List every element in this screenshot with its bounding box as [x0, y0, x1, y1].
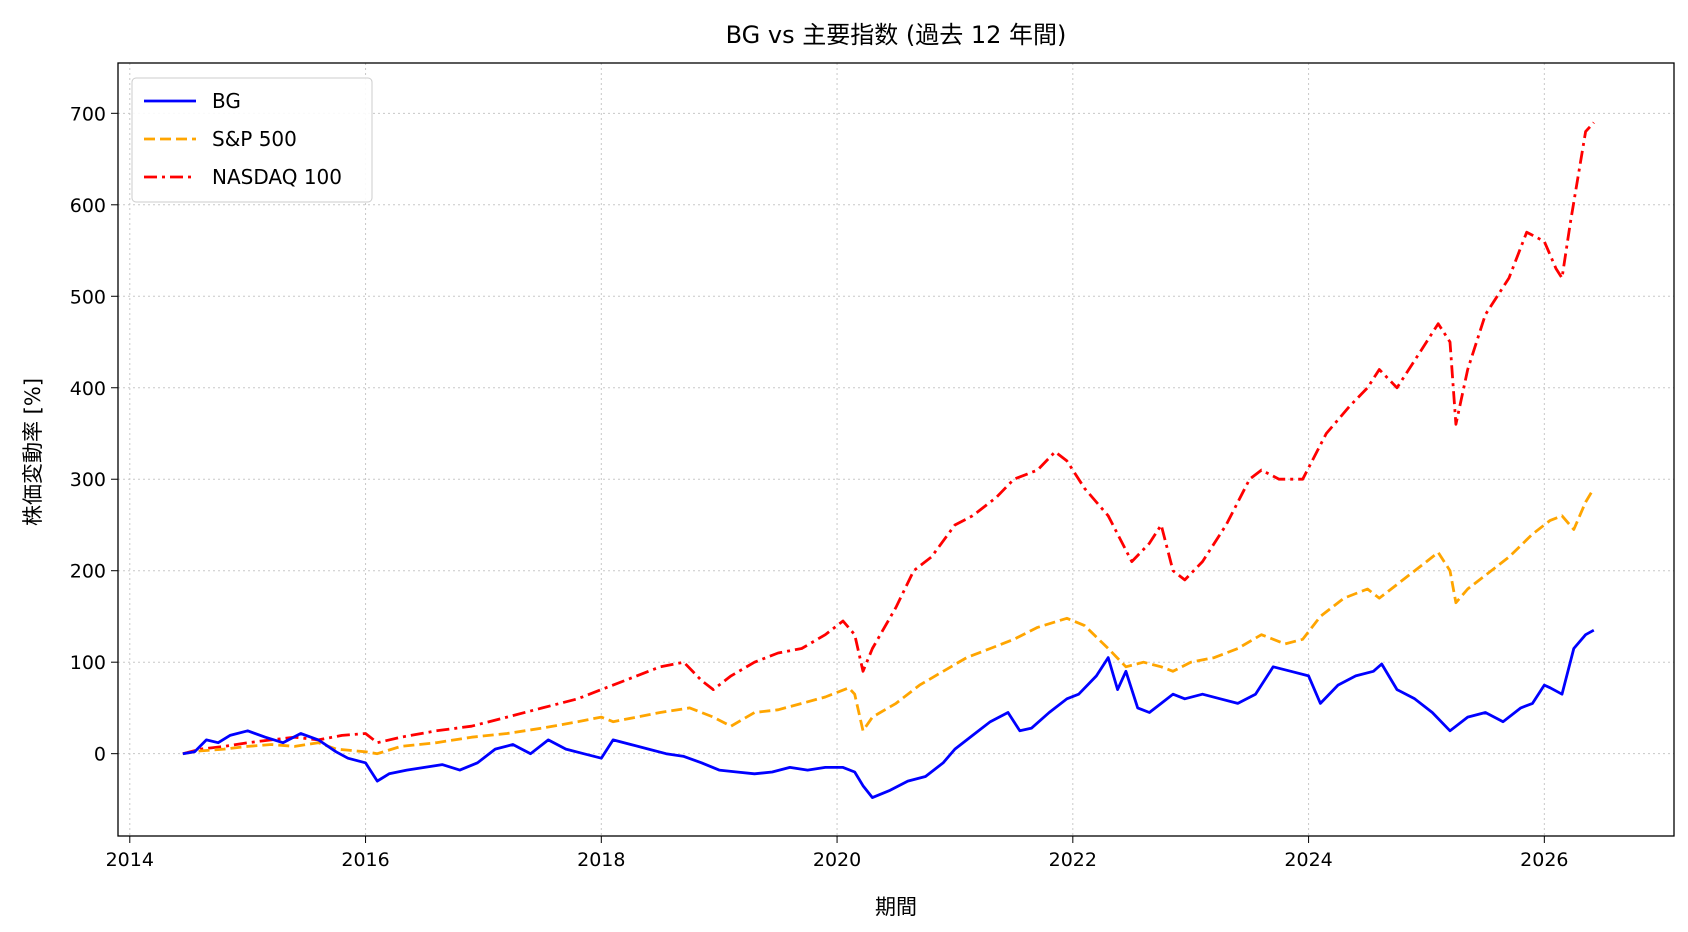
x-tick-label: 2018: [577, 849, 625, 871]
legend-label: BG: [212, 89, 241, 113]
series-line: [182, 628, 1595, 799]
series-line: [182, 121, 1595, 756]
x-tick-label: 2022: [1049, 849, 1097, 871]
legend: BG S&P 500 NASDAQ 100: [131, 77, 373, 203]
chart-title: BG vs 主要指数 (過去 12 年間): [726, 21, 1067, 49]
x-axis: 2014 2016 2018 2020 2022 2024 2026: [106, 836, 1569, 871]
x-tick-label: 2014: [106, 849, 154, 871]
x-axis-label: 期間: [875, 895, 917, 919]
x-tick-label: 2016: [341, 849, 389, 871]
x-tick-label: 2026: [1520, 849, 1568, 871]
y-tick-label: 100: [70, 652, 106, 674]
y-tick-label: 400: [70, 378, 106, 400]
series-layer: [182, 121, 1596, 799]
x-tick-label: 2020: [813, 849, 861, 871]
y-tick-label: 300: [70, 469, 106, 491]
series-line: [182, 487, 1596, 756]
y-axis: 0 100 200 300 400 500 600 700: [70, 103, 118, 766]
y-tick-label: 200: [70, 561, 106, 583]
y-tick-label: 600: [70, 195, 106, 217]
legend-label: S&P 500: [212, 127, 297, 151]
legend-label: NASDAQ 100: [212, 165, 342, 189]
y-tick-label: 700: [70, 103, 106, 125]
x-tick-label: 2024: [1284, 849, 1332, 871]
y-tick-label: 500: [70, 286, 106, 308]
legend-box: [131, 77, 373, 203]
plot-frame: [117, 62, 1675, 837]
y-tick-label: 0: [94, 744, 106, 766]
y-axis-label: 株価変動率 [%]: [21, 378, 45, 526]
